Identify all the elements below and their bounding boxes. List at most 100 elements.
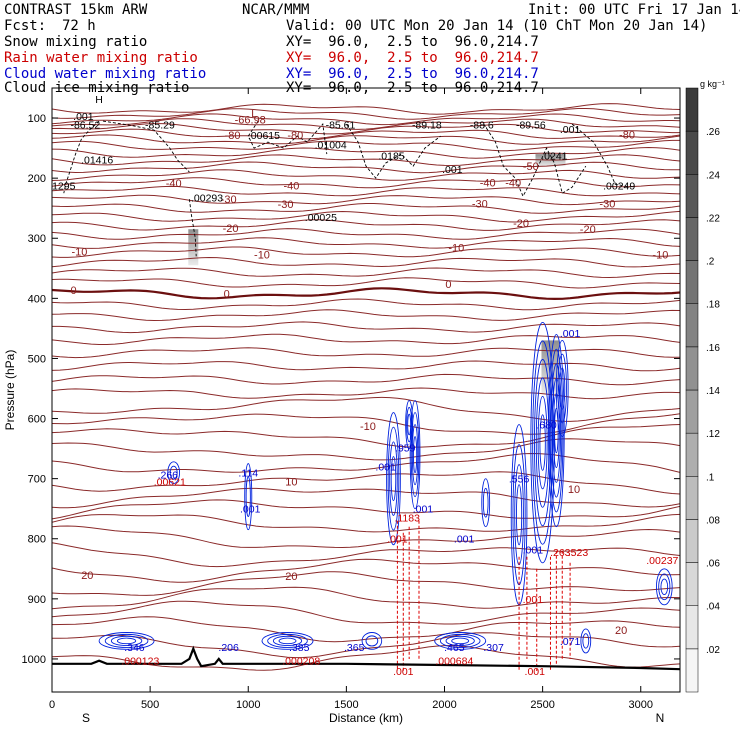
colorbar-cell [685, 174, 699, 218]
isotherm-label: 10 [568, 484, 580, 496]
isotherm-line [52, 298, 680, 311]
cloud-ice-contour [102, 120, 190, 173]
colorbar-cell [685, 605, 699, 650]
isotherm-line [52, 499, 680, 520]
contour-extremum-label: .00025 [305, 212, 337, 224]
contour-extremum-label: .001 [240, 504, 261, 516]
isotherm-line [52, 413, 680, 435]
isotherm-line [52, 452, 680, 473]
x-tick-label: 2000 [432, 699, 456, 711]
isotherm-line [52, 632, 680, 659]
isotherm-label: -10 [254, 249, 270, 261]
cloud-water-contour [445, 635, 475, 647]
org-label: NCAR/MMM [242, 2, 310, 18]
contour-extremum-label: .959 [395, 442, 416, 454]
contour-extremum-label: .001 [560, 124, 581, 136]
colorbar-cell [685, 260, 699, 304]
isotherm-line [52, 113, 680, 126]
contour-extremum-label: .001 [523, 594, 544, 606]
contour-extremum-label: .523 [568, 547, 589, 559]
colorbar-cell [685, 389, 699, 434]
contour-extremum-label: .001 [393, 666, 414, 678]
terrain-line [52, 645, 680, 671]
contour-extremum-label: .001 [442, 164, 463, 176]
colorbar-cell [685, 519, 699, 563]
isotherm-label: 20 [615, 625, 627, 637]
cloud-water-contour [537, 395, 548, 490]
isotherm-line [52, 128, 680, 140]
cloud-water-contour [549, 348, 564, 513]
colorbar-cell [685, 346, 699, 391]
isotherm-line [52, 487, 680, 509]
valid-time: Valid: 00 UTC Mon 20 Jan 14 (10 ChT Mon … [286, 18, 708, 34]
cloud-water-contour [582, 633, 590, 649]
isotherm-line [52, 525, 680, 549]
contour-extremum-label: .001 [523, 545, 544, 557]
isotherm-label: -40 [505, 177, 521, 189]
contour-extremum-label: .1183 [394, 513, 420, 525]
contour-extremum-label: .365 [344, 642, 365, 654]
isotherm-label: 10 [285, 477, 297, 489]
cloud-water-contour [272, 635, 303, 647]
x-tick-label: 1000 [236, 699, 260, 711]
cloud-water-contour [167, 461, 181, 484]
contour-extremum-label: -85.61 [326, 120, 356, 132]
colorbar-tick-label: .26 [706, 127, 720, 138]
field-rain-xy: XY= 96.0, 2.5 to 96.0,214.7 [286, 50, 539, 66]
contour-extremum-label: .0185 [378, 150, 404, 162]
y-tick-label: 700 [28, 474, 46, 486]
contour-extremum-label: .001 [413, 504, 434, 516]
cloud-water-contour [660, 578, 669, 596]
isotherm-line [52, 169, 680, 181]
contour-extremum-label: .000684 [435, 656, 473, 668]
isotherm-line [52, 108, 680, 120]
cloud-water-contour [267, 633, 308, 648]
contour-extremum-label: .01004 [315, 139, 347, 151]
colorbar-tick-label: .06 [706, 559, 720, 570]
contour-extremum-label: .00237 [646, 555, 678, 567]
cloud-water-contour [557, 353, 567, 424]
contour-extremum-label: -89.56 [516, 120, 546, 132]
isotherm-line [52, 287, 680, 301]
isotherm-line [52, 228, 680, 240]
forecast-hours: 72 h [62, 18, 96, 34]
cloud-ice-contour [188, 199, 197, 257]
field-snow-name: Snow mixing ratio [4, 34, 148, 50]
colorbar-tick-label: .16 [706, 343, 720, 354]
isotherm-line [52, 438, 680, 461]
colorbar-tick-label: .1 [706, 472, 715, 483]
colorbar-cell [685, 87, 699, 132]
contour-extremum-label: -86.52 [70, 120, 100, 132]
cloud-water-contour [514, 464, 524, 566]
cloud-water-contour [411, 424, 419, 486]
isotherm-label: -80 [619, 129, 635, 141]
cloud-water-contour [116, 637, 137, 645]
isotherm-line [52, 118, 680, 130]
colorbar-cell [685, 648, 699, 693]
isotherm-label: 20 [81, 570, 93, 582]
contour-extremum-label: .680 [536, 420, 557, 432]
isotherm-line [52, 139, 680, 152]
cloud-water-contour [412, 436, 418, 474]
isotherm-line [52, 542, 680, 568]
contour-extremum-label: .001 [73, 111, 94, 123]
init-time: Init: 00 UTC Fri 17 Jan 14 [528, 2, 740, 18]
isotherm-line [52, 373, 680, 386]
isotherm-line [52, 103, 680, 115]
cloud-water-contour [555, 339, 569, 438]
cloud-water-contour [104, 633, 149, 648]
cloud-water-contour [656, 568, 673, 606]
cloud-water-contour [451, 637, 470, 645]
isotherm-line [52, 267, 680, 279]
isotherm-layer [52, 103, 680, 671]
cloud-water-contour [512, 444, 526, 586]
cloud-water-contour [550, 363, 563, 498]
contour-extremum-label: .00615 [248, 130, 280, 142]
cloud-water-contour [261, 632, 314, 650]
cloud-ice-contour [63, 120, 100, 194]
isotherm-line [52, 558, 680, 583]
contour-extremum-label: .346 [124, 642, 145, 654]
isotherm-line [52, 203, 680, 214]
contour-extremum-label: L [251, 108, 257, 120]
